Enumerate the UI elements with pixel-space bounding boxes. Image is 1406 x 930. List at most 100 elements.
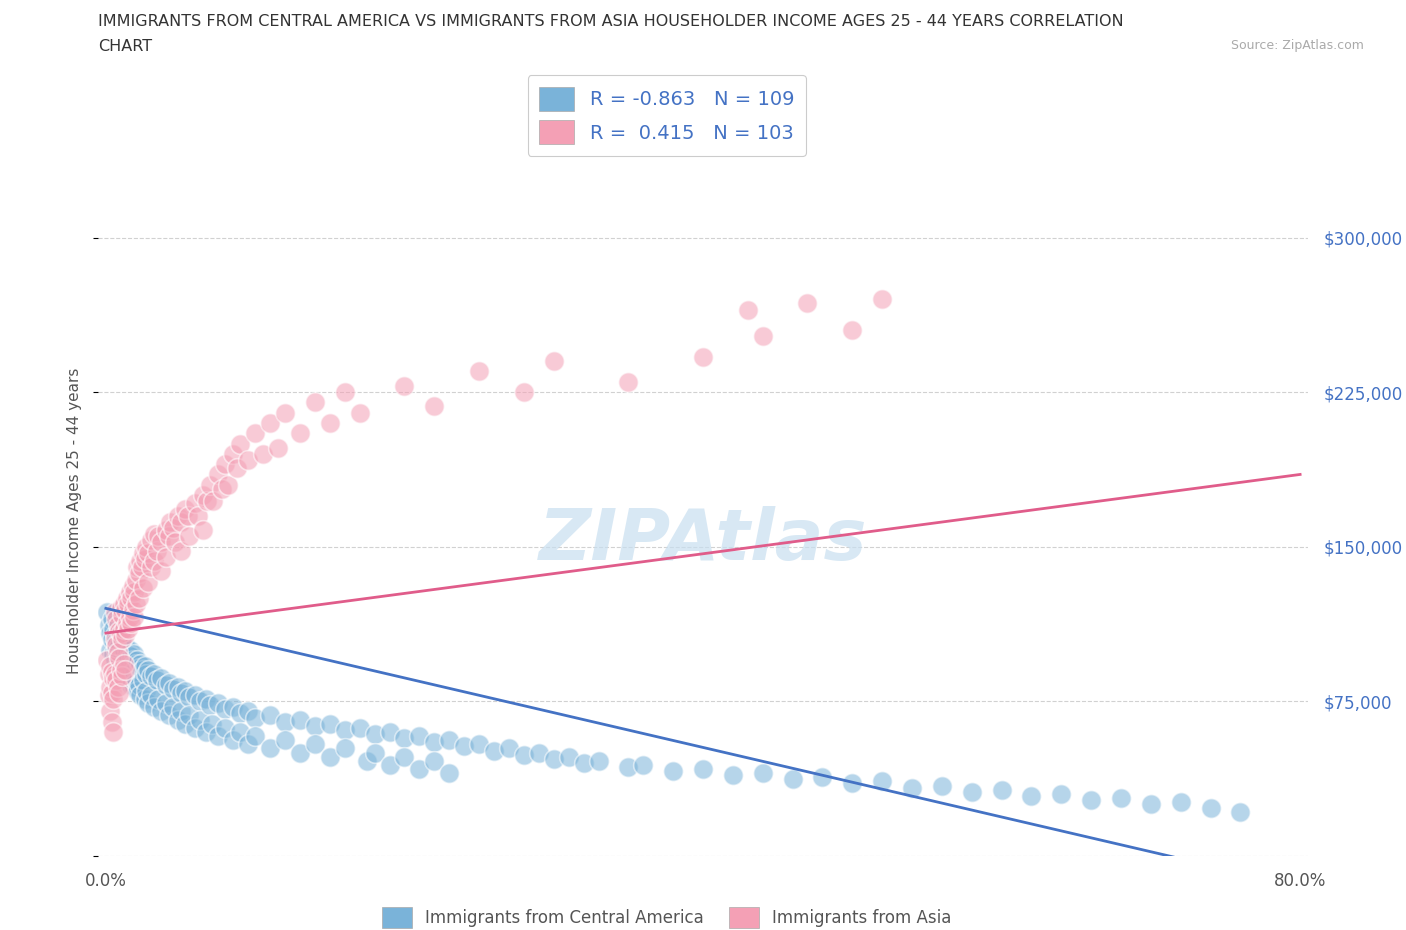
Point: [1080, 792, 1102, 807]
Point: [121, 653, 143, 668]
Point: [122, 609, 145, 624]
Point: [243, 426, 266, 441]
Point: [118, 609, 141, 624]
Point: [114, 663, 136, 678]
Point: [184, 721, 207, 736]
Point: [200, 477, 222, 492]
Point: [139, 560, 162, 575]
Text: Source: ZipAtlas.com: Source: ZipAtlas.com: [1230, 39, 1364, 52]
Point: [117, 671, 139, 685]
Point: [115, 646, 138, 661]
Point: [150, 535, 173, 550]
Point: [236, 453, 259, 468]
Point: [319, 716, 342, 731]
Point: [751, 765, 773, 780]
Point: [188, 694, 211, 709]
Point: [468, 364, 491, 379]
Point: [105, 642, 128, 657]
Point: [423, 735, 446, 750]
Point: [118, 642, 141, 657]
Point: [104, 653, 127, 668]
Point: [146, 529, 169, 544]
Point: [179, 689, 201, 704]
Point: [236, 737, 259, 751]
Point: [134, 551, 156, 566]
Point: [498, 741, 520, 756]
Point: [1140, 797, 1163, 812]
Point: [990, 782, 1012, 797]
Point: [139, 533, 162, 548]
Point: [103, 692, 125, 707]
Point: [103, 621, 125, 636]
Point: [174, 716, 197, 731]
Point: [96, 605, 118, 620]
Point: [132, 545, 155, 560]
Point: [135, 539, 157, 554]
Point: [129, 553, 152, 568]
Point: [179, 529, 201, 544]
Point: [139, 687, 162, 702]
Point: [207, 729, 229, 744]
Point: [108, 650, 131, 665]
Point: [931, 778, 953, 793]
Point: [453, 739, 475, 754]
Point: [184, 687, 207, 702]
Point: [468, 737, 491, 751]
Point: [197, 494, 219, 509]
Point: [107, 644, 129, 659]
Point: [118, 665, 141, 680]
Point: [142, 526, 165, 541]
Point: [110, 646, 132, 661]
Point: [105, 638, 128, 653]
Point: [349, 405, 371, 420]
Point: [236, 704, 259, 719]
Point: [107, 618, 129, 632]
Point: [104, 628, 127, 643]
Point: [274, 405, 297, 420]
Point: [139, 669, 162, 684]
Point: [211, 482, 233, 497]
Point: [135, 667, 157, 682]
Point: [191, 487, 214, 502]
Point: [155, 550, 177, 565]
Point: [110, 663, 132, 678]
Point: [127, 560, 149, 575]
Point: [543, 353, 565, 368]
Point: [513, 385, 536, 400]
Point: [166, 508, 188, 523]
Point: [188, 712, 211, 727]
Point: [111, 634, 134, 649]
Point: [120, 677, 142, 692]
Point: [121, 603, 143, 618]
Point: [120, 616, 142, 631]
Point: [115, 616, 138, 631]
Point: [150, 704, 173, 719]
Point: [114, 603, 136, 618]
Point: [157, 529, 180, 544]
Point: [111, 607, 134, 622]
Point: [127, 684, 149, 698]
Point: [110, 630, 132, 644]
Point: [125, 597, 148, 612]
Point: [662, 764, 685, 778]
Point: [105, 611, 128, 626]
Point: [174, 502, 197, 517]
Point: [108, 638, 131, 653]
Point: [200, 698, 222, 712]
Point: [572, 755, 595, 770]
Point: [356, 753, 378, 768]
Point: [191, 523, 214, 538]
Point: [1199, 801, 1222, 816]
Point: [98, 679, 121, 694]
Point: [104, 605, 127, 620]
Point: [128, 591, 150, 605]
Point: [841, 323, 863, 338]
Point: [174, 684, 197, 698]
Point: [135, 684, 157, 698]
Point: [870, 292, 893, 307]
Point: [108, 658, 131, 673]
Point: [527, 745, 550, 760]
Point: [960, 784, 983, 799]
Point: [378, 724, 401, 739]
Point: [101, 611, 124, 626]
